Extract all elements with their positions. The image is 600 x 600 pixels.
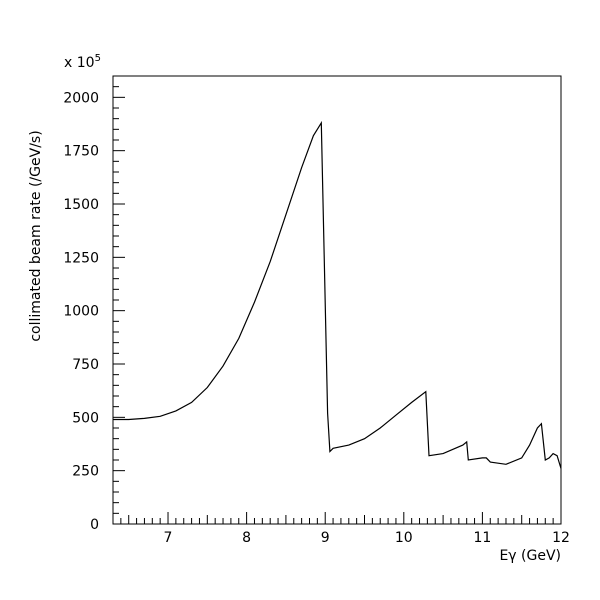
y-multiplier-exponent: 5 (95, 53, 101, 64)
x-tick-label: 11 (473, 530, 491, 546)
y-tick-label: 250 (72, 464, 99, 480)
y-tick-label: 500 (72, 410, 99, 426)
series-line (113, 120, 562, 469)
y-ticks (113, 75, 125, 525)
y-multiplier: x 105 (64, 53, 101, 71)
plot-frame (112, 75, 562, 525)
y-tick-label: 1500 (63, 197, 99, 213)
x-tick-labels: 7 8 9 10 11 12 (164, 530, 570, 546)
y-tick-label: 2000 (63, 90, 99, 106)
x-ticks (112, 512, 562, 524)
y-multiplier-base: x 10 (64, 55, 95, 71)
x-axis-label: Eγ (GeV) (499, 548, 561, 564)
x-tick-label: 9 (321, 530, 330, 546)
x-tick-label: 10 (395, 530, 413, 546)
y-tick-label: 0 (90, 517, 99, 533)
y-tick-label: 750 (72, 357, 99, 373)
y-tick-label: 1750 (63, 144, 99, 160)
x-tick-label: 7 (164, 530, 173, 546)
x-tick-label: 8 (242, 530, 251, 546)
y-tick-label: 1000 (63, 304, 99, 320)
x-tick-label: 12 (552, 530, 570, 546)
y-tick-labels: 0 250 500 750 1000 1250 1500 1750 2000 (63, 90, 99, 533)
y-tick-label: 1250 (63, 250, 99, 266)
y-axis-label: collimated beam rate (/GeV/s) (28, 130, 44, 341)
